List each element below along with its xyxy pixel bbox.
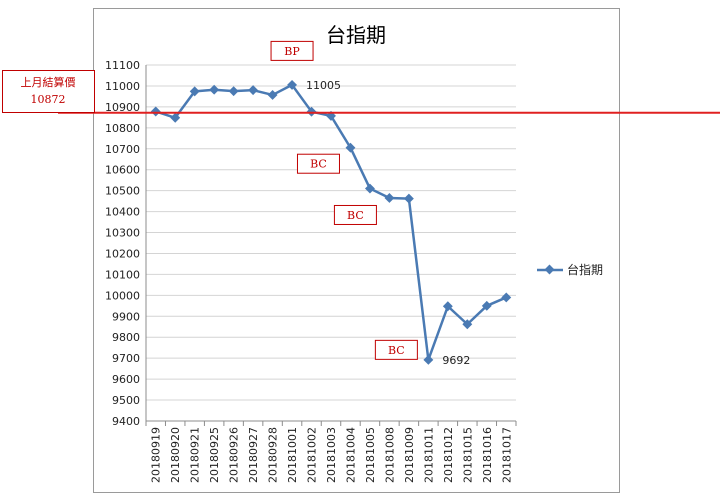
x-tick-label: 20181002 <box>306 427 319 483</box>
annotation-text: BP <box>284 45 300 58</box>
y-tick-label: 9800 <box>112 331 140 344</box>
x-tick-label: 20180921 <box>189 427 202 483</box>
x-tick-label: 20181015 <box>461 427 474 483</box>
y-tick-label: 9500 <box>112 394 140 407</box>
y-tick-label: 10100 <box>105 268 140 281</box>
x-tick-label: 20180927 <box>247 427 260 483</box>
reference-label-text: 上月結算價 <box>21 75 76 89</box>
y-tick-label: 10200 <box>105 247 140 260</box>
data-label: 11005 <box>306 79 341 92</box>
y-tick-label: 10000 <box>105 289 140 302</box>
y-tick-label: 9900 <box>112 310 140 323</box>
x-tick-label: 20181008 <box>383 427 396 483</box>
y-tick-label: 10600 <box>105 164 140 177</box>
y-tick-label: 11000 <box>105 80 140 93</box>
y-tick-label: 9600 <box>112 373 140 386</box>
x-tick-label: 20181005 <box>364 427 377 483</box>
x-tick-label: 20180926 <box>228 427 241 483</box>
annotation-text: BC <box>347 209 364 222</box>
x-tick-label: 20181016 <box>481 427 494 483</box>
annotation-text: BC <box>388 344 405 357</box>
chart-border <box>94 9 620 493</box>
chart-title: 台指期 <box>326 23 386 47</box>
y-tick-label: 9400 <box>112 415 140 428</box>
legend-label: 台指期 <box>567 262 603 277</box>
y-tick-label: 10800 <box>105 122 140 135</box>
reference-label-text: 10872 <box>31 93 66 106</box>
y-tick-label: 9700 <box>112 352 140 365</box>
x-tick-label: 20181003 <box>325 427 338 483</box>
x-tick-label: 20181012 <box>442 427 455 483</box>
x-tick-label: 20181001 <box>286 427 299 483</box>
y-tick-label: 10400 <box>105 206 140 219</box>
x-tick-label: 20181011 <box>422 427 435 483</box>
y-tick-label: 10300 <box>105 227 140 240</box>
y-tick-label: 10700 <box>105 143 140 156</box>
x-tick-label: 20180919 <box>150 427 163 483</box>
y-tick-label: 11100 <box>105 59 140 72</box>
x-tick-label: 20180920 <box>169 427 182 483</box>
x-tick-label: 20181017 <box>500 427 513 483</box>
x-tick-label: 20180928 <box>267 427 280 483</box>
annotation-text: BC <box>310 158 327 171</box>
y-tick-label: 10500 <box>105 185 140 198</box>
data-label: 9692 <box>442 354 470 367</box>
x-tick-label: 20181004 <box>344 427 357 483</box>
x-tick-label: 20181009 <box>403 427 416 483</box>
x-tick-label: 20180925 <box>208 427 221 483</box>
